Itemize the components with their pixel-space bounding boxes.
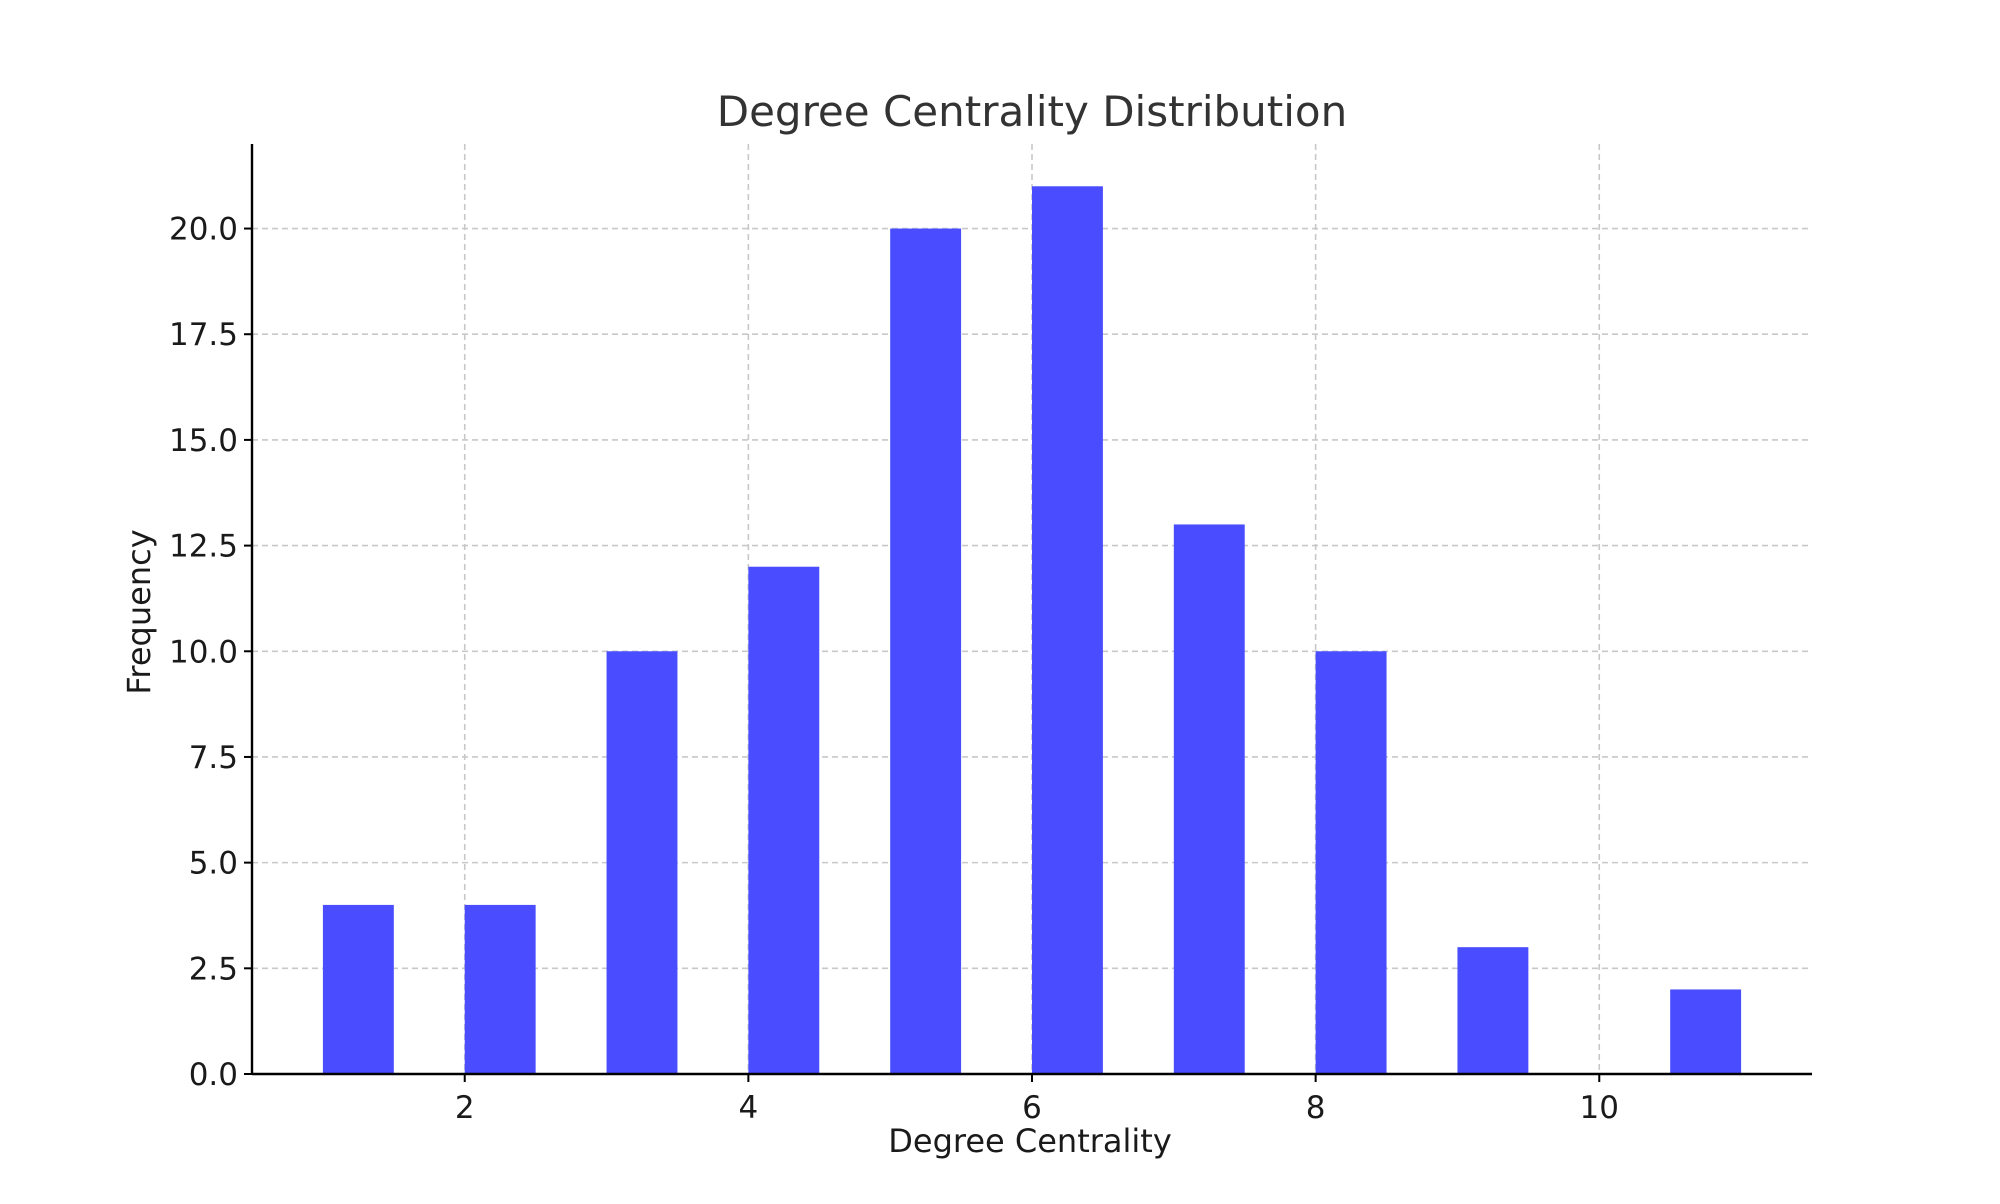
histogram-bar (1032, 186, 1103, 1075)
y-axis-label: Frequency (120, 529, 158, 694)
histogram-bar (1670, 989, 1742, 1074)
histogram-bar (1173, 524, 1245, 1074)
x-tick-label: 6 (1022, 1090, 1042, 1126)
y-tick-label: 17.5 (169, 317, 238, 353)
histogram-bar (890, 228, 962, 1074)
y-tick-label: 2.5 (189, 951, 238, 987)
histogram-bar (606, 651, 678, 1074)
histogram-bar (464, 904, 536, 1074)
y-tick-label: 12.5 (169, 529, 238, 565)
y-tick-label: 7.5 (189, 740, 238, 776)
x-axis-label: Degree Centrality (888, 1122, 1172, 1160)
y-tick-label: 15.0 (169, 423, 238, 459)
tick-layer: 0.0 2.5 5.0 7.5 10.0 12.5 15.0 17.5 20.0 2 4 6 8 10 (169, 212, 1619, 1126)
histogram-bar (1457, 947, 1529, 1074)
histogram-bar (322, 904, 394, 1074)
y-tick-label: 0.0 (189, 1057, 238, 1093)
chart-title: Degree Centrality Distribution (717, 87, 1348, 136)
x-tick-label: 10 (1580, 1090, 1619, 1126)
x-tick-label: 8 (1306, 1090, 1326, 1126)
bar-layer (322, 186, 1742, 1075)
x-tick-label: 2 (455, 1090, 475, 1126)
histogram-bar (1315, 651, 1387, 1074)
histogram-bar (748, 566, 820, 1074)
y-tick-label: 20.0 (169, 212, 238, 248)
y-tick-label: 10.0 (169, 634, 238, 670)
y-tick-label: 5.0 (189, 846, 238, 882)
x-tick-label: 4 (738, 1090, 758, 1126)
